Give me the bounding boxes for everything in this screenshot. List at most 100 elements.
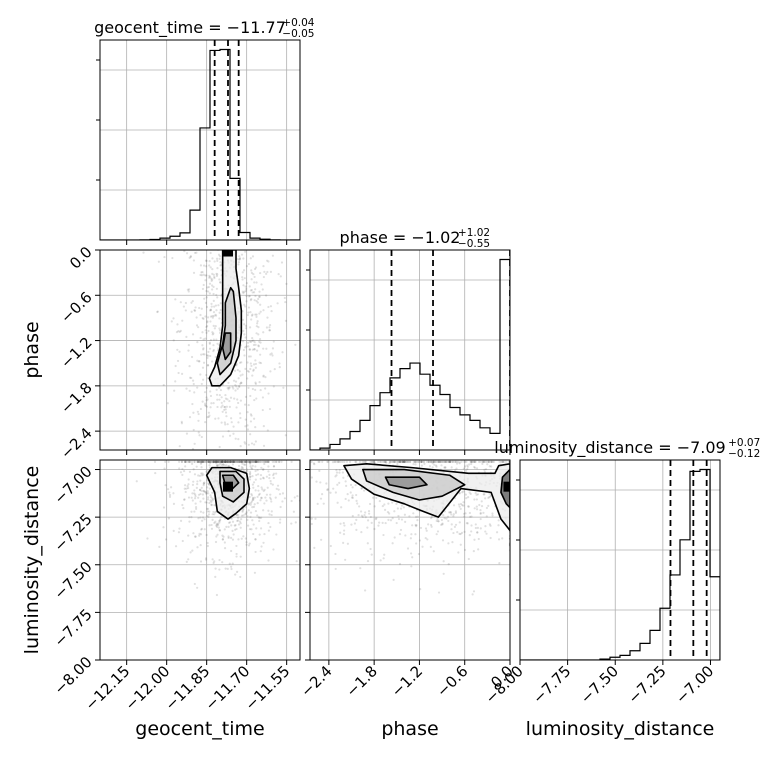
scatter-point [216, 342, 219, 345]
scatter-point [181, 467, 184, 471]
scatter-point [203, 518, 206, 521]
scatter-point [431, 462, 434, 465]
scatter-point [205, 259, 208, 262]
scatter-point [242, 200, 244, 202]
scatter-point [262, 265, 265, 268]
scatter-point [220, 463, 223, 467]
scatter-point [389, 519, 393, 522]
scatter-point [244, 442, 247, 445]
scatter-point [202, 283, 205, 287]
scatter-point [264, 496, 267, 499]
scatter-point [238, 460, 241, 464]
scatter-point [276, 484, 280, 487]
scatter-point [242, 508, 245, 511]
scatter-point [178, 467, 181, 470]
scatter-point [435, 519, 438, 523]
scatter-point [384, 521, 387, 525]
scatter-point [237, 519, 240, 522]
scatter-point [409, 537, 412, 540]
title-main: luminosity_distance = −7.09 [494, 438, 725, 458]
scatter-point [470, 460, 473, 464]
scatter-point [458, 505, 461, 508]
scatter-point [304, 275, 306, 277]
scatter-point [407, 460, 410, 464]
scatter-point [501, 460, 505, 464]
scatter-point [238, 520, 242, 523]
scatter-point [191, 549, 194, 552]
scatter-point [253, 341, 256, 344]
scatter-point [217, 460, 220, 464]
scatter-point [221, 460, 224, 464]
scatter-point [451, 460, 454, 464]
scatter-point [218, 331, 222, 334]
scatter-point [254, 381, 257, 384]
scatter-point [246, 424, 249, 427]
scatter-point [213, 260, 216, 263]
scatter-point [212, 314, 215, 318]
scatter-point [211, 333, 214, 336]
scatter-point [294, 521, 297, 524]
scatter-point [503, 460, 506, 464]
scatter-point [205, 460, 208, 464]
contour-level-2 [216, 286, 237, 376]
scatter-point [207, 496, 210, 499]
scatter-point [491, 514, 494, 517]
scatter-point [180, 460, 184, 464]
scatter-point [218, 460, 221, 464]
scatter-point [221, 460, 224, 464]
scatter-point [209, 494, 212, 497]
scatter-point [480, 500, 483, 503]
scatter-point [383, 503, 386, 506]
scatter-point [201, 344, 204, 347]
scatter-point [249, 289, 252, 292]
scatter-point [258, 295, 261, 298]
scatter-point [249, 475, 252, 479]
scatter-point [394, 460, 397, 464]
scatter-point [187, 478, 190, 481]
scatter-point [243, 354, 246, 357]
scatter-point [222, 460, 225, 464]
scatter-point [242, 348, 245, 352]
x-tick-label-luminosity_distance: −7.25 [624, 662, 669, 707]
scatter-point [193, 473, 197, 476]
scatter-point [247, 208, 249, 210]
scatter-point [283, 472, 285, 474]
scatter-point [250, 185, 252, 187]
scatter-point [233, 247, 235, 249]
scatter-point [219, 302, 222, 305]
scatter-point [183, 498, 186, 501]
scatter-point [281, 351, 284, 354]
scatter-point [256, 322, 259, 325]
scatter-point [197, 517, 200, 520]
scatter-point [178, 460, 181, 464]
scatter-point [386, 511, 390, 514]
scatter-point [212, 460, 215, 464]
scatter-point [211, 246, 213, 248]
scatter-point [396, 460, 400, 464]
scatter-point [235, 460, 238, 464]
scatter-point [202, 361, 206, 364]
scatter-point [489, 495, 492, 498]
scatter-point [178, 527, 181, 530]
scatter-point [230, 549, 233, 553]
scatter-point [257, 297, 260, 301]
scatter-point [285, 282, 288, 285]
scatter-point [192, 468, 195, 471]
scatter-point [241, 290, 244, 293]
scatter-point [266, 486, 269, 489]
scatter-point [248, 478, 252, 481]
scatter-point [208, 342, 211, 345]
scatter-point [215, 287, 218, 290]
scatter-point [435, 460, 438, 464]
scatter-point [463, 530, 466, 533]
scatter-point [454, 469, 457, 472]
scatter-point [252, 505, 256, 508]
scatter-point [224, 460, 227, 464]
scatter-point [221, 404, 224, 407]
scatter-point [333, 460, 336, 464]
scatter-point [318, 469, 321, 472]
scatter-point [317, 460, 320, 464]
scatter-point [250, 466, 253, 470]
scatter-point [236, 450, 238, 452]
scatter-point [179, 301, 182, 304]
